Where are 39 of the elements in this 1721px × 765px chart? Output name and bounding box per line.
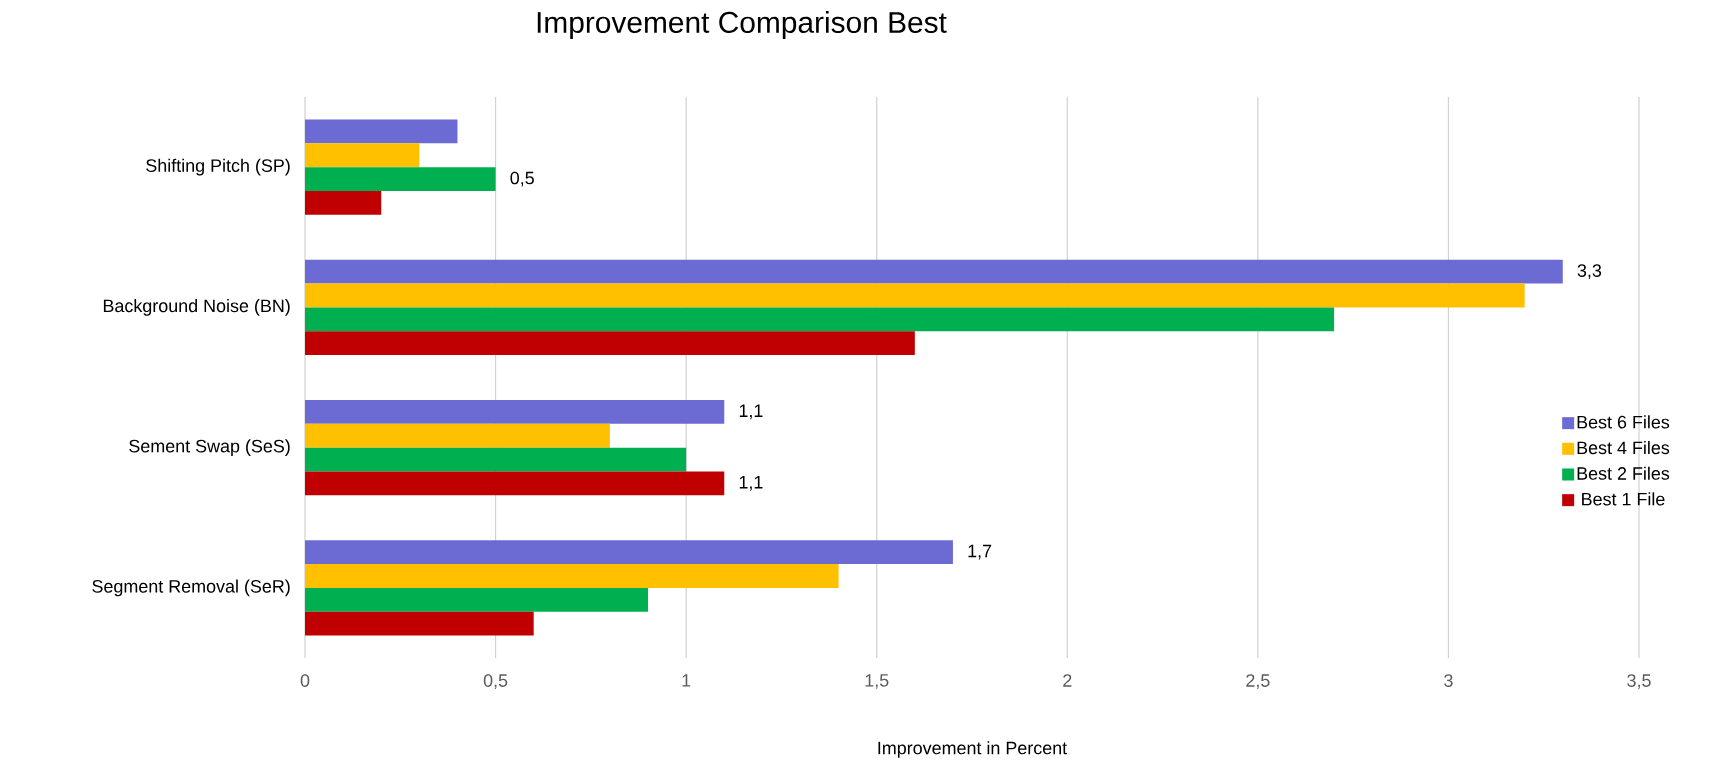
bar — [305, 143, 420, 168]
x-axis-title: Improvement in Percent — [878, 741, 1068, 758]
data-label: 0,5 — [510, 171, 534, 187]
bar — [305, 167, 496, 191]
bar — [305, 283, 1525, 308]
legend-label: Best 1 File — [1582, 492, 1665, 506]
bar — [305, 119, 458, 144]
x-tick-label: 1,5 — [865, 674, 889, 689]
x-tick-label: 3 — [1444, 674, 1453, 687]
bar — [305, 587, 649, 612]
x-tick-label: 2,5 — [1246, 674, 1270, 689]
chart-title: Improvement Comparison Best — [537, 11, 947, 39]
legend-label: Best 2 Files — [1577, 466, 1670, 480]
y-tick-label: Segment Removal (SeR) — [92, 579, 290, 597]
data-label: 1,7 — [968, 544, 992, 560]
data-label: 1,1 — [739, 404, 763, 420]
data-label: 1,1 — [739, 476, 763, 491]
bar — [305, 331, 915, 356]
bar — [305, 259, 1563, 284]
bar — [305, 471, 725, 496]
x-tick-label: 1 — [682, 674, 691, 687]
x-tick-label: 0,5 — [483, 674, 508, 689]
bar — [305, 611, 534, 636]
bar — [305, 190, 382, 215]
y-tick-label: Sement Swap (SeS) — [129, 439, 290, 456]
bar — [305, 307, 1335, 332]
legend-label: Best 4 Files — [1577, 440, 1670, 455]
bar — [305, 447, 687, 472]
bar — [305, 564, 839, 588]
data-label: 3,3 — [1577, 264, 1602, 280]
legend-label: Best 6 Files — [1577, 415, 1670, 429]
x-tick-label: 3,5 — [1627, 674, 1651, 689]
y-tick-label: Background Noise (BN) — [103, 299, 290, 316]
x-tick-label: 0 — [300, 674, 310, 687]
bar — [305, 423, 610, 448]
y-tick-label: Shifting Pitch (SP) — [146, 158, 290, 176]
bar — [305, 540, 953, 565]
x-tick-label: 2 — [1063, 674, 1072, 687]
bar — [305, 399, 725, 424]
